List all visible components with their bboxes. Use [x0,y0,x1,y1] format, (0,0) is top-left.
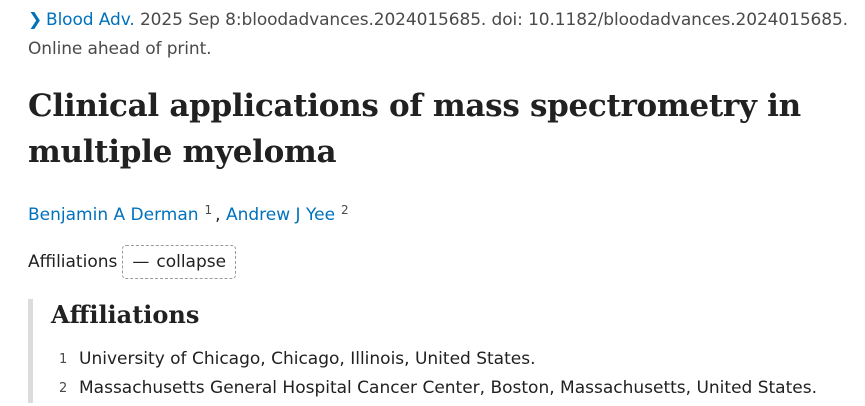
affiliation-text: University of Chicago, Chicago, Illinois… [79,349,536,369]
collapse-button-label: collapse [156,252,227,272]
author-affiliation-ref[interactable]: 1 [204,203,213,217]
affiliation-item: 1 University of Chicago, Chicago, Illino… [51,345,858,374]
publication-status: Online ahead of print. [28,39,212,59]
author-affiliation-ref[interactable]: 2 [341,203,349,217]
affiliation-number: 2 [59,381,68,396]
affiliation-number: 1 [59,352,68,367]
citation-details: 2025 Sep 8:bloodadvances.2024015685. doi… [134,10,848,30]
collapse-button[interactable]: — collapse [122,245,237,279]
affiliations-panel: Affiliations 1 University of Chicago, Ch… [28,299,858,403]
affiliations-toggle-row: Affiliations — collapse [28,245,858,279]
author-link[interactable]: Andrew J Yee [225,205,336,225]
affiliations-label: Affiliations [28,252,118,272]
author-separator: , [215,205,221,225]
chevron-right-icon[interactable]: ❯ [28,10,43,30]
affiliation-item: 2 Massachusetts General Hospital Cancer … [51,374,858,403]
affiliations-heading: Affiliations [51,300,200,329]
author-link[interactable]: Benjamin A Derman [28,205,199,225]
article-title-line-1: Clinical applications of mass spectromet… [28,88,801,124]
minus-icon: — [132,252,150,272]
citation-line: ❯ Blood Adv. 2025 Sep 8:bloodadvances.202… [28,6,858,35]
affiliation-text: Massachusetts General Hospital Cancer Ce… [79,378,817,398]
affiliations-list: 1 University of Chicago, Chicago, Illino… [51,345,858,403]
article-title-line-2: multiple myeloma [28,134,337,170]
journal-link[interactable]: Blood Adv. [46,10,135,30]
article-title: Clinical applications of mass spectromet… [28,83,858,175]
article-header: ❯ Blood Adv. 2025 Sep 8:bloodadvances.202… [28,6,858,403]
author-list: Benjamin A Derman 1, Andrew J Yee 2 [28,197,858,228]
citation: ❯ Blood Adv. 2025 Sep 8:bloodadvances.202… [28,6,858,64]
